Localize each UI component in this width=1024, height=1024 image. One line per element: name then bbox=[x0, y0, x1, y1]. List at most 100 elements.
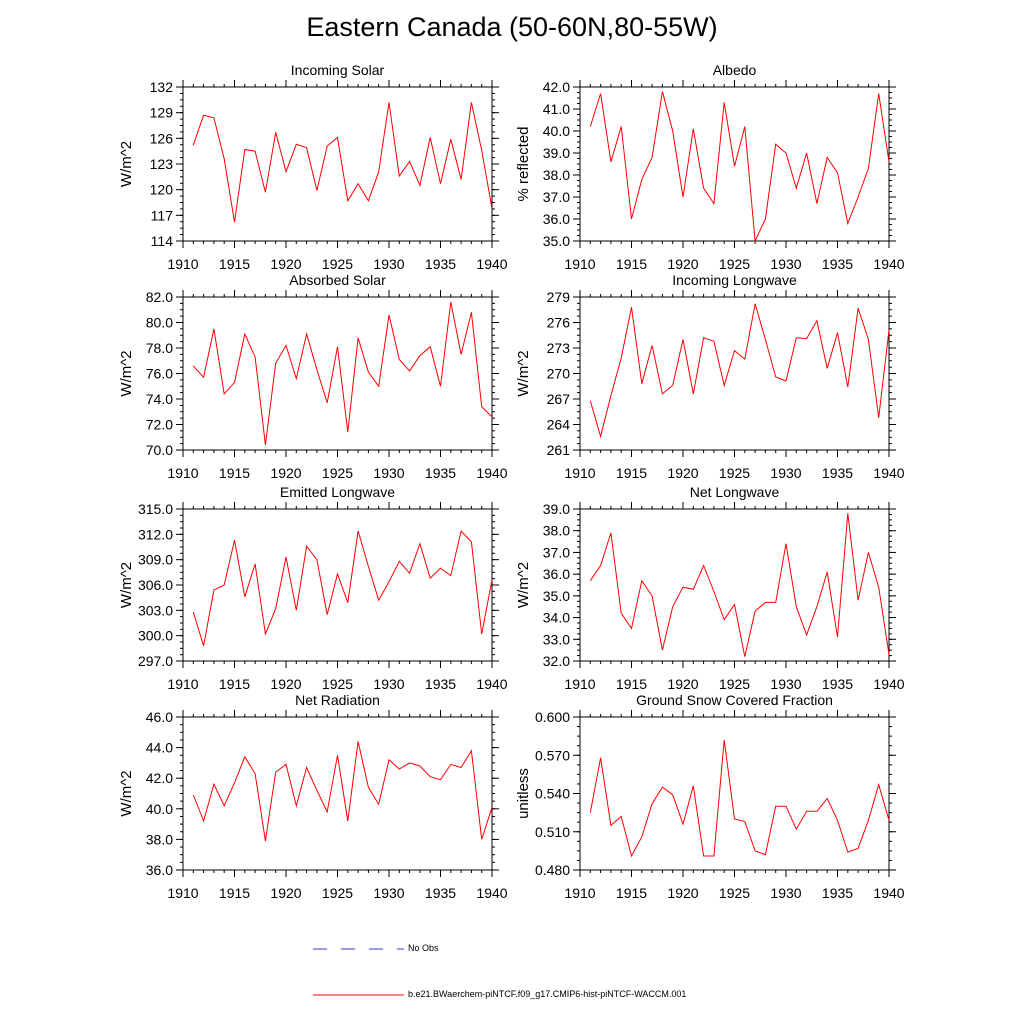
y-tick-label: 42.0 bbox=[146, 770, 173, 786]
x-tick-label: 1910 bbox=[564, 465, 595, 481]
x-tick-label: 1925 bbox=[322, 885, 353, 901]
x-tick-label: 1930 bbox=[770, 885, 801, 901]
chart-title: Net Longwave bbox=[690, 484, 780, 500]
y-tick-label: 74.0 bbox=[146, 391, 173, 407]
series-line bbox=[589, 303, 890, 439]
x-tick-label: 1920 bbox=[667, 885, 698, 901]
x-tick-label: 1925 bbox=[322, 465, 353, 481]
y-tick-label: 82.0 bbox=[146, 289, 173, 305]
chart-panel: Net Longwave W/m^2 32.0 33.0 34.0 35.0 36.0 37.… bbox=[515, 484, 905, 692]
y-tick-label: 132 bbox=[150, 79, 174, 95]
y-tick-label: 312.0 bbox=[138, 526, 173, 542]
x-tick-label: 1910 bbox=[167, 885, 198, 901]
y-tick-label: 33.0 bbox=[543, 631, 570, 647]
y-tick-label: 129 bbox=[150, 105, 174, 121]
series-line bbox=[589, 91, 890, 243]
y-tick-label: 32.0 bbox=[543, 653, 570, 669]
series-line bbox=[192, 529, 493, 646]
y-tick-label: 70.0 bbox=[146, 442, 173, 458]
x-tick-label: 1935 bbox=[425, 256, 456, 272]
y-tick-label: 0.600 bbox=[535, 709, 570, 725]
y-tick-label: 78.0 bbox=[146, 340, 173, 356]
series-line bbox=[192, 302, 493, 445]
y-tick-label: 303.0 bbox=[138, 602, 173, 618]
x-tick-label: 1940 bbox=[873, 885, 904, 901]
y-tick-label: 38.0 bbox=[146, 831, 173, 847]
chart-title: Albedo bbox=[713, 62, 757, 78]
y-tick-label: 36.0 bbox=[146, 862, 173, 878]
x-tick-label: 1925 bbox=[322, 256, 353, 272]
y-tick-label: 114 bbox=[151, 233, 174, 249]
y-tick-label: 273 bbox=[547, 340, 571, 356]
x-tick-label: 1935 bbox=[822, 885, 853, 901]
y-tick-label: 40.0 bbox=[543, 123, 570, 139]
x-tick-label: 1925 bbox=[322, 676, 353, 692]
y-tick-label: 72.0 bbox=[146, 417, 173, 433]
y-tick-label: 279 bbox=[547, 289, 571, 305]
chart-panel: Incoming Longwave W/m^2 261 264 267 270 273 276… bbox=[515, 272, 905, 481]
x-tick-label: 1915 bbox=[616, 256, 647, 272]
x-tick-label: 1935 bbox=[425, 676, 456, 692]
x-tick-label: 1930 bbox=[770, 256, 801, 272]
series-line bbox=[192, 741, 493, 841]
y-tick-label: 42.0 bbox=[543, 79, 570, 95]
x-tick-label: 1930 bbox=[770, 465, 801, 481]
y-axis-label: W/m^2 bbox=[118, 562, 135, 608]
x-tick-label: 1915 bbox=[616, 885, 647, 901]
y-axis-label: W/m^2 bbox=[118, 141, 135, 187]
series-line bbox=[192, 102, 493, 223]
y-tick-label: 80.0 bbox=[146, 315, 173, 331]
y-tick-label: 0.510 bbox=[535, 824, 570, 840]
chart-panel: Net Radiation W/m^2 36.0 38.0 40.0 42.0 44.0 46… bbox=[118, 692, 508, 901]
x-tick-label: 1935 bbox=[822, 256, 853, 272]
x-tick-label: 1940 bbox=[476, 885, 507, 901]
y-tick-label: 39.0 bbox=[543, 145, 570, 161]
y-tick-label: 120 bbox=[150, 182, 174, 198]
x-tick-label: 1930 bbox=[373, 676, 404, 692]
y-tick-label: 38.0 bbox=[543, 167, 570, 183]
y-tick-label: 276 bbox=[547, 315, 571, 331]
y-tick-label: 0.480 bbox=[535, 862, 570, 878]
x-tick-label: 1925 bbox=[719, 256, 750, 272]
y-tick-label: 297.0 bbox=[138, 653, 173, 669]
legend-obs-label: No Obs bbox=[408, 943, 439, 953]
x-tick-label: 1915 bbox=[219, 256, 250, 272]
y-tick-label: 309.0 bbox=[138, 552, 173, 568]
y-tick-label: 123 bbox=[150, 156, 174, 172]
x-tick-label: 1920 bbox=[667, 256, 698, 272]
x-tick-label: 1940 bbox=[476, 256, 507, 272]
y-axis-label: W/m^2 bbox=[515, 350, 532, 396]
y-tick-label: 264 bbox=[547, 417, 571, 433]
x-tick-label: 1920 bbox=[667, 676, 698, 692]
y-tick-label: 35.0 bbox=[543, 233, 570, 249]
y-tick-label: 36.0 bbox=[543, 566, 570, 582]
x-tick-label: 1920 bbox=[667, 465, 698, 481]
x-tick-label: 1920 bbox=[270, 465, 301, 481]
x-tick-label: 1910 bbox=[564, 256, 595, 272]
y-tick-label: 117 bbox=[151, 207, 174, 223]
y-tick-label: 38.0 bbox=[543, 523, 570, 539]
y-tick-label: 44.0 bbox=[146, 740, 173, 756]
x-tick-label: 1915 bbox=[219, 885, 250, 901]
x-tick-label: 1910 bbox=[564, 885, 595, 901]
chart-title: Ground Snow Covered Fraction bbox=[636, 692, 833, 708]
y-tick-label: 300.0 bbox=[138, 628, 173, 644]
y-tick-label: 36.0 bbox=[543, 211, 570, 227]
chart-panel: Emitted Longwave W/m^2 297.0 300.0 303.0 306.… bbox=[118, 484, 508, 692]
y-tick-label: 306.0 bbox=[138, 577, 173, 593]
x-tick-label: 1920 bbox=[270, 256, 301, 272]
y-tick-label: 0.540 bbox=[535, 786, 570, 802]
series-line bbox=[589, 513, 890, 657]
x-tick-label: 1940 bbox=[873, 256, 904, 272]
x-tick-label: 1940 bbox=[476, 465, 507, 481]
y-axis-label: W/m^2 bbox=[118, 770, 135, 816]
x-tick-label: 1920 bbox=[270, 885, 301, 901]
x-tick-label: 1925 bbox=[719, 676, 750, 692]
x-tick-label: 1930 bbox=[373, 465, 404, 481]
x-tick-label: 1935 bbox=[425, 465, 456, 481]
x-tick-label: 1940 bbox=[476, 676, 507, 692]
x-tick-label: 1940 bbox=[873, 465, 904, 481]
y-axis-label: W/m^2 bbox=[118, 350, 135, 396]
